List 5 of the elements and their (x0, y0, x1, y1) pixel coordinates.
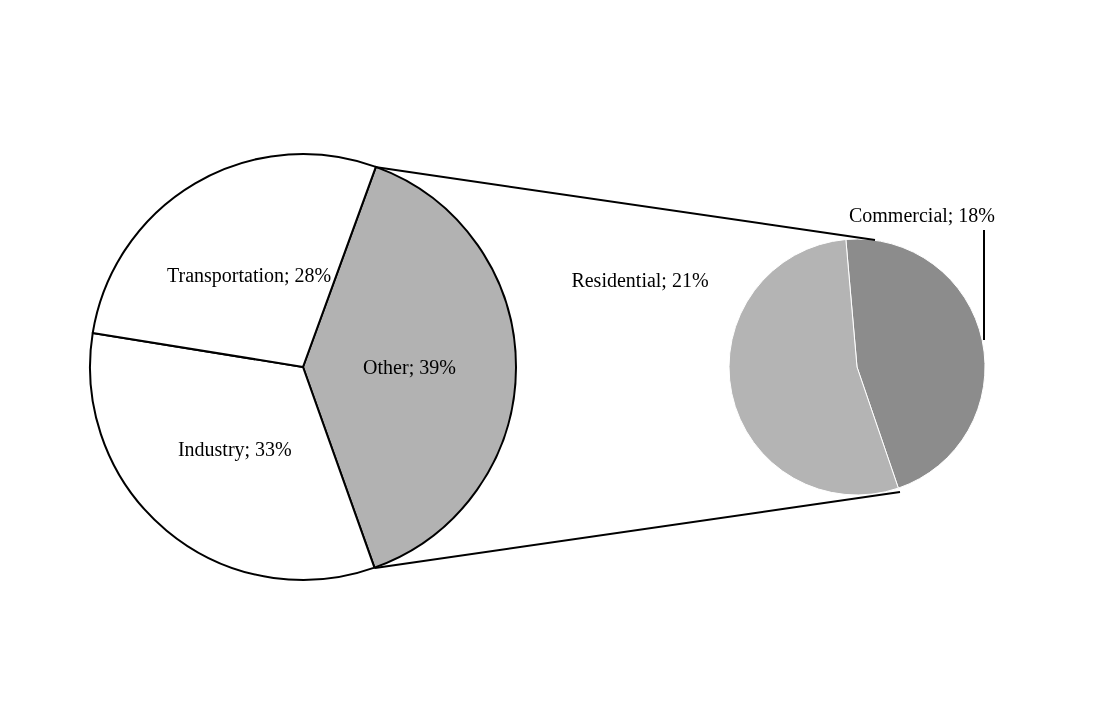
slice-label: Residential; 21% (570, 268, 710, 293)
slice-label: Transportation; 28% (165, 263, 333, 289)
slice-label: Industry; 33% (176, 436, 293, 462)
slice-label: Other; 39% (362, 355, 457, 381)
slice-label: Commercial; 18% (847, 203, 997, 228)
